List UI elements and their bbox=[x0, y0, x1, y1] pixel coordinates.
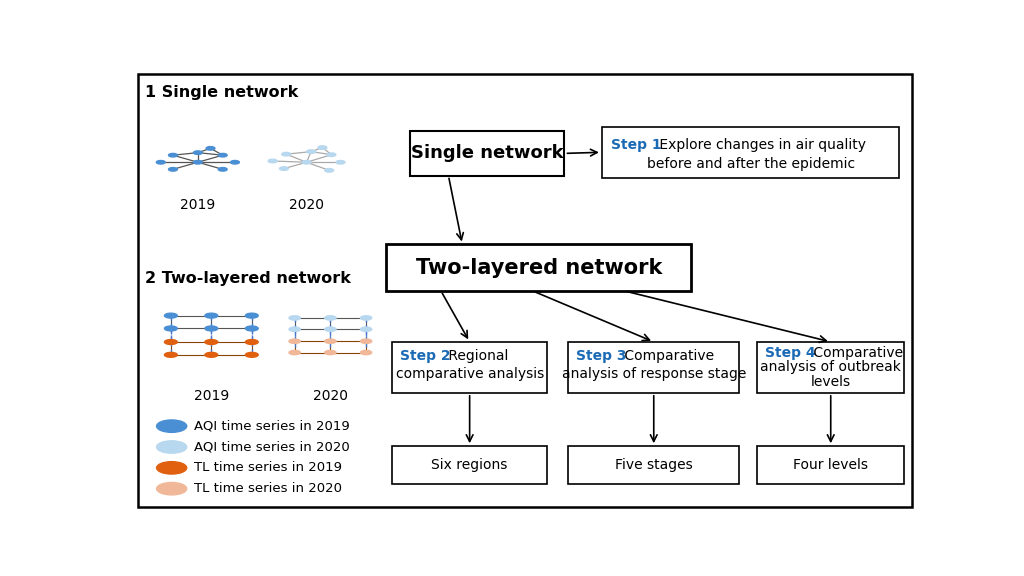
Ellipse shape bbox=[157, 461, 186, 474]
Ellipse shape bbox=[194, 151, 203, 154]
Bar bbox=[410, 131, 564, 176]
Text: comparative analysis: comparative analysis bbox=[395, 366, 544, 381]
Ellipse shape bbox=[325, 169, 334, 172]
Ellipse shape bbox=[169, 153, 177, 157]
Text: 2020: 2020 bbox=[289, 198, 324, 212]
Ellipse shape bbox=[157, 483, 186, 495]
Ellipse shape bbox=[325, 339, 336, 343]
Text: Four levels: Four levels bbox=[794, 458, 868, 472]
Text: 1 Single network: 1 Single network bbox=[145, 85, 299, 100]
Ellipse shape bbox=[165, 326, 177, 331]
Bar bbox=[386, 244, 691, 291]
Text: Step 3: Step 3 bbox=[577, 349, 627, 363]
Ellipse shape bbox=[218, 153, 227, 157]
Ellipse shape bbox=[205, 313, 218, 318]
Bar bbox=[392, 342, 547, 393]
Text: levels: levels bbox=[811, 374, 851, 389]
Ellipse shape bbox=[360, 316, 372, 320]
Ellipse shape bbox=[246, 353, 258, 357]
Ellipse shape bbox=[157, 441, 186, 453]
Ellipse shape bbox=[165, 353, 177, 357]
Bar bbox=[568, 446, 739, 484]
Text: AQI time series in 2020: AQI time series in 2020 bbox=[194, 441, 349, 453]
Text: analysis of outbreak: analysis of outbreak bbox=[760, 361, 901, 374]
Ellipse shape bbox=[360, 327, 372, 331]
Ellipse shape bbox=[289, 316, 300, 320]
Text: 2 Two-layered network: 2 Two-layered network bbox=[145, 271, 351, 286]
Text: 2019: 2019 bbox=[180, 198, 215, 212]
Ellipse shape bbox=[325, 316, 336, 320]
Ellipse shape bbox=[325, 327, 336, 331]
Ellipse shape bbox=[206, 146, 215, 150]
Ellipse shape bbox=[165, 340, 177, 344]
Ellipse shape bbox=[205, 353, 218, 357]
Ellipse shape bbox=[194, 161, 203, 164]
Ellipse shape bbox=[302, 161, 311, 164]
Ellipse shape bbox=[246, 313, 258, 318]
Ellipse shape bbox=[318, 146, 327, 149]
Ellipse shape bbox=[282, 153, 291, 156]
Ellipse shape bbox=[230, 161, 240, 164]
Text: Step 1: Step 1 bbox=[611, 138, 662, 151]
Ellipse shape bbox=[169, 168, 177, 171]
Bar bbox=[602, 127, 899, 178]
Text: Step 4: Step 4 bbox=[765, 346, 816, 360]
Text: TL time series in 2020: TL time series in 2020 bbox=[194, 482, 342, 495]
Ellipse shape bbox=[205, 326, 218, 331]
Ellipse shape bbox=[306, 150, 315, 153]
Text: Comparative: Comparative bbox=[809, 346, 903, 360]
Ellipse shape bbox=[246, 326, 258, 331]
Text: 2019: 2019 bbox=[194, 389, 229, 403]
Bar bbox=[758, 446, 904, 484]
Ellipse shape bbox=[289, 350, 300, 355]
Ellipse shape bbox=[289, 327, 300, 331]
Text: Regional: Regional bbox=[443, 349, 508, 363]
Text: before and after the epidemic: before and after the epidemic bbox=[646, 157, 855, 170]
Ellipse shape bbox=[327, 153, 336, 157]
Ellipse shape bbox=[268, 159, 278, 163]
Text: Six regions: Six regions bbox=[431, 458, 508, 472]
Text: TL time series in 2019: TL time series in 2019 bbox=[194, 461, 342, 475]
Ellipse shape bbox=[157, 161, 165, 164]
Ellipse shape bbox=[336, 161, 345, 164]
Ellipse shape bbox=[165, 313, 177, 318]
Text: AQI time series in 2019: AQI time series in 2019 bbox=[194, 420, 349, 433]
Text: Comparative: Comparative bbox=[621, 349, 714, 363]
Text: Five stages: Five stages bbox=[614, 458, 692, 472]
Text: Two-layered network: Two-layered network bbox=[416, 257, 662, 278]
Bar bbox=[758, 342, 904, 393]
Text: 2020: 2020 bbox=[313, 389, 348, 403]
Ellipse shape bbox=[205, 340, 218, 344]
Ellipse shape bbox=[325, 350, 336, 355]
Bar bbox=[568, 342, 739, 393]
Ellipse shape bbox=[246, 340, 258, 344]
Ellipse shape bbox=[360, 350, 372, 355]
Ellipse shape bbox=[218, 168, 227, 171]
Ellipse shape bbox=[157, 420, 186, 433]
Ellipse shape bbox=[360, 339, 372, 343]
Bar bbox=[392, 446, 547, 484]
Text: Step 2: Step 2 bbox=[400, 349, 451, 363]
Ellipse shape bbox=[280, 167, 289, 170]
Text: analysis of response stage: analysis of response stage bbox=[561, 366, 745, 381]
Ellipse shape bbox=[289, 339, 300, 343]
Text: Single network: Single network bbox=[411, 145, 563, 162]
Text: Explore changes in air quality: Explore changes in air quality bbox=[655, 138, 866, 151]
